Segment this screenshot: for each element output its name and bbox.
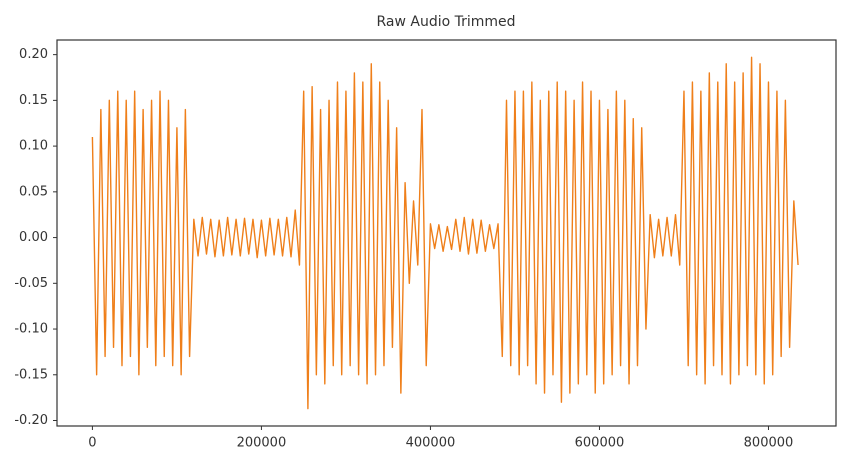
x-tick-label: 400000 bbox=[406, 436, 456, 451]
y-tick-label: 0.05 bbox=[19, 184, 48, 199]
y-tick-label: 0.10 bbox=[19, 139, 48, 154]
y-tick-label: 0.15 bbox=[19, 93, 48, 108]
y-tick-label: -0.05 bbox=[14, 276, 48, 291]
x-tick-label: 800000 bbox=[744, 436, 794, 451]
chart-title: Raw Audio Trimmed bbox=[376, 14, 515, 30]
y-tick-label: 0.00 bbox=[19, 230, 48, 245]
y-tick-label: -0.15 bbox=[14, 367, 48, 382]
plot-frame bbox=[56, 39, 837, 427]
y-tick-label: -0.20 bbox=[14, 413, 48, 428]
x-tick-label: 0 bbox=[88, 436, 96, 451]
y-tick-label: -0.10 bbox=[14, 322, 48, 337]
y-tick-label: 0.20 bbox=[19, 47, 48, 62]
x-tick-label: 200000 bbox=[237, 436, 287, 451]
waveform bbox=[91, 56, 799, 410]
x-tick-label: 600000 bbox=[575, 436, 625, 451]
